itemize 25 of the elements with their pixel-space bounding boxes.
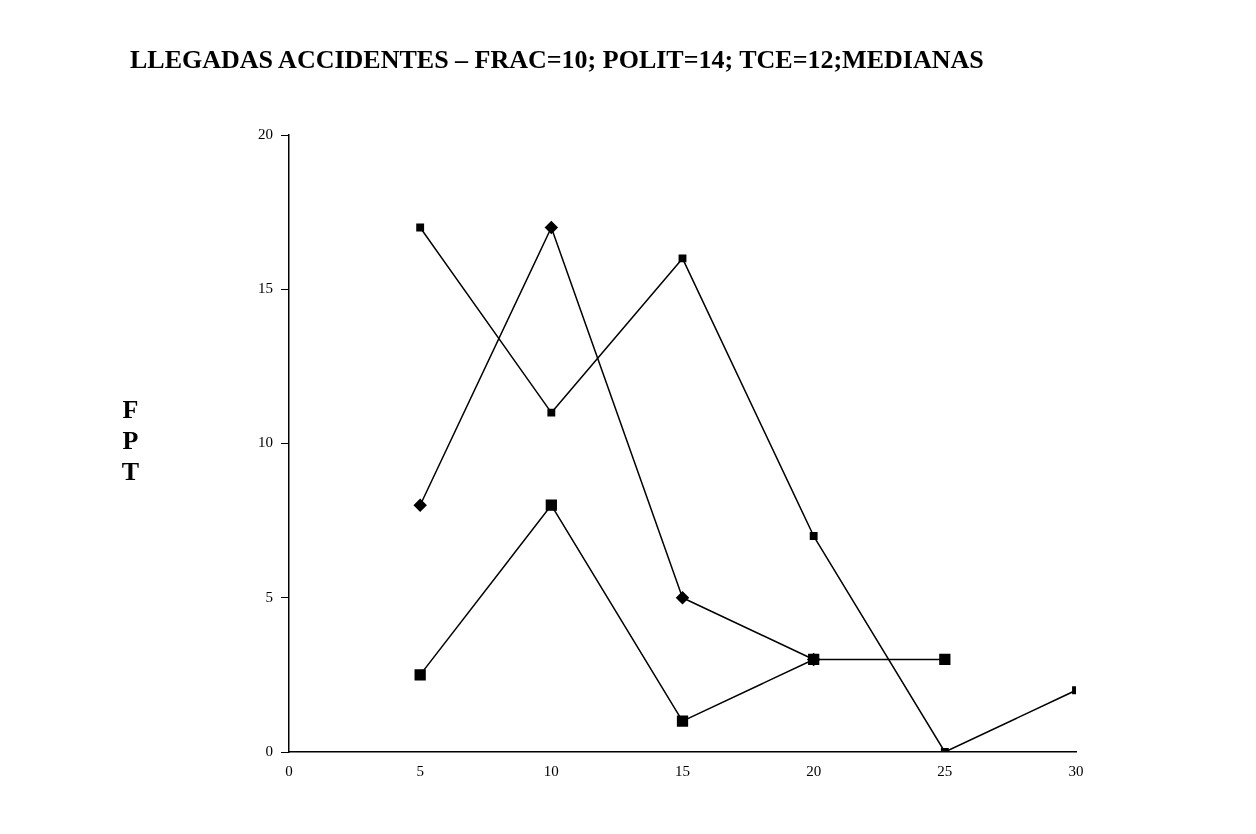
point (809, 532, 818, 540)
x-tick-label: 0 (285, 762, 293, 779)
y-axis-title: FPT (115, 395, 145, 488)
point (416, 223, 425, 232)
x-tick-label: 20 (806, 762, 822, 779)
point (547, 408, 556, 417)
point (414, 669, 426, 681)
y-tick-label: 5 (265, 588, 273, 605)
y-tick-label: 20 (258, 125, 273, 142)
point (413, 498, 427, 512)
y-tick-label: 15 (258, 280, 273, 297)
point (544, 221, 558, 234)
y-tick-label: 10 (258, 434, 273, 451)
x-tick-label: 5 (416, 762, 424, 779)
x-tick-label: 25 (937, 762, 953, 779)
x-tick-label: 15 (675, 762, 690, 779)
point (676, 591, 689, 605)
x-tick-label: 30 (1068, 762, 1084, 779)
point (939, 653, 951, 666)
point (676, 715, 689, 727)
y-tick-label: 0 (265, 742, 273, 759)
point (678, 254, 687, 263)
point (545, 499, 557, 511)
chart-title: LLEGADAS ACCIDENTES – FRAC=10; POLIT=14; TCE=12;MEDIANAS (130, 45, 984, 75)
x-tick-label: 10 (543, 762, 559, 779)
